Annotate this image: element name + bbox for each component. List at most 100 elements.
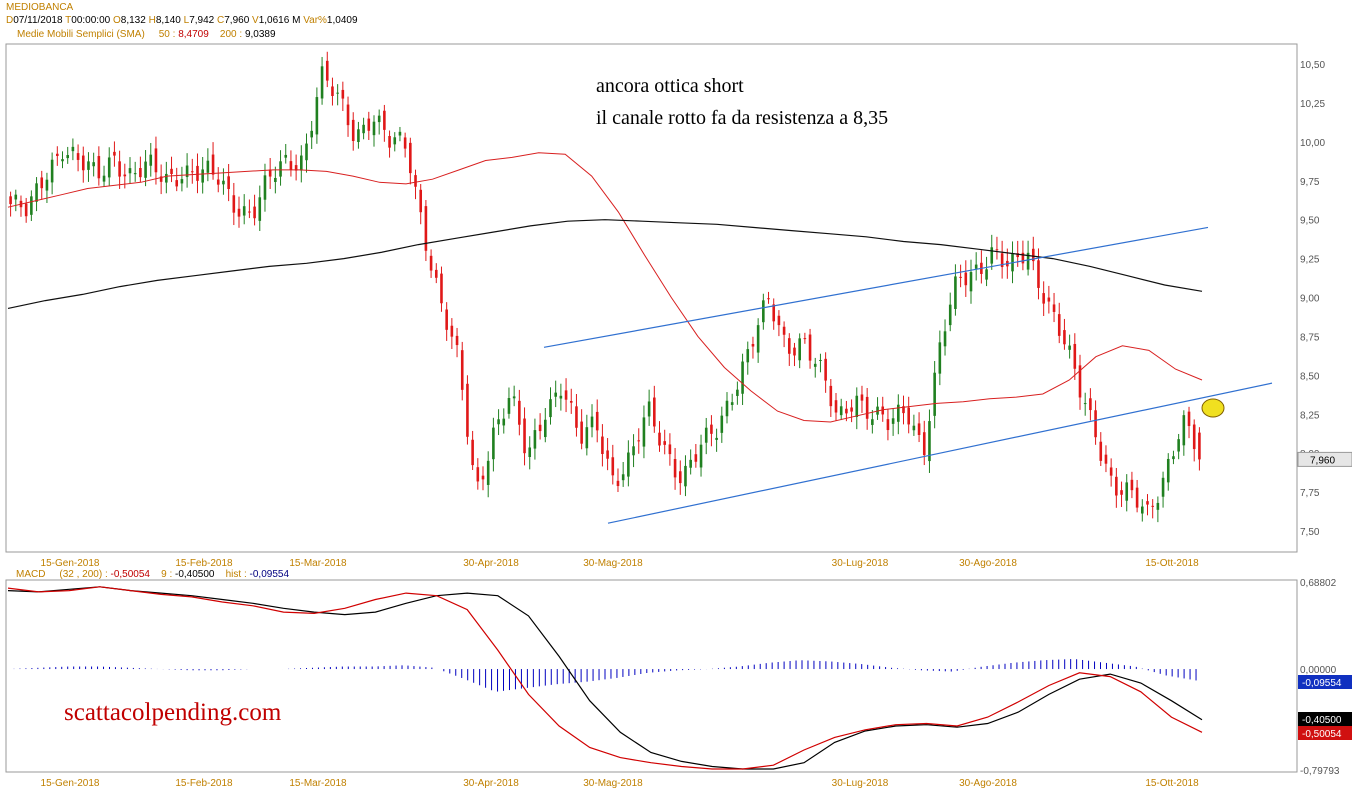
high-key: H (148, 15, 156, 26)
candle-body (1052, 304, 1056, 312)
last-price-label: 7,960 (1310, 455, 1335, 466)
candle-body (590, 416, 594, 428)
candle-body (715, 437, 718, 440)
candle-body (621, 474, 625, 481)
candle-body (829, 385, 833, 407)
candle-body (1156, 502, 1160, 510)
x-tick-label: 15-Feb-2018 (175, 558, 233, 569)
candle-body (653, 397, 656, 427)
candle-body (1115, 476, 1118, 496)
price-tick-label: 10,25 (1300, 99, 1325, 110)
candle-body (165, 173, 168, 183)
sma-readout: Medie Mobili Semplici (SMA) 50 : 8,4709 … (6, 29, 276, 40)
candles (9, 51, 1201, 523)
candle-body (668, 444, 672, 455)
candle-body (787, 338, 791, 354)
candle-body (434, 269, 438, 278)
annotation-line-1: ancora ottica short (596, 75, 744, 97)
candle-body (497, 419, 500, 425)
price-tick-label: 8,25 (1300, 410, 1320, 421)
candle-body (362, 124, 365, 134)
macd-label: MACD (16, 569, 46, 580)
candle-body (76, 153, 80, 160)
candle-body (710, 424, 713, 434)
candle-body (601, 436, 604, 455)
time-key: T (65, 15, 72, 26)
candle-body (1146, 501, 1149, 505)
candle-body (564, 390, 568, 400)
volume-value: 1,0616 M (258, 15, 301, 26)
candle-body (1166, 458, 1170, 483)
candle-body (860, 394, 864, 401)
open-value: 8,132 (120, 15, 146, 26)
sma200-line (7, 219, 1203, 309)
candle-body (1187, 411, 1191, 427)
candle-body (133, 173, 137, 175)
price-tick-label: 10,50 (1300, 60, 1325, 71)
candle-body (917, 423, 921, 436)
candle-body (113, 151, 116, 156)
candle-body (30, 196, 33, 215)
candle-body (839, 406, 843, 416)
candle-body (1016, 253, 1020, 258)
candle-body (1182, 415, 1186, 446)
candle-body (798, 338, 801, 361)
candle-body (383, 110, 386, 130)
candle-body (419, 189, 423, 213)
candle-body (102, 175, 106, 182)
candle-body (637, 440, 641, 442)
candle-body (730, 402, 734, 405)
candle-body (523, 418, 526, 454)
chart-title: MEDIOBANCA (6, 2, 74, 13)
low-value: 7,942 (189, 15, 215, 26)
candle-body (87, 161, 90, 170)
hist-value-label-box (1298, 675, 1352, 689)
candle-body (1198, 432, 1201, 460)
candle-body (632, 446, 635, 456)
candle-body (196, 165, 199, 181)
candle-body (476, 467, 480, 482)
candle-body (118, 161, 121, 177)
candle-body (518, 400, 521, 425)
candle-body (216, 179, 220, 185)
x-tick-label: 30-Mag-2018 (583, 558, 643, 569)
candle-body (274, 177, 277, 182)
candle-body (736, 389, 739, 396)
signal-key: 9 : (161, 569, 173, 580)
sma200-value: 9,0389 (244, 29, 276, 40)
candle-body (1120, 490, 1123, 495)
close-key: C (217, 15, 225, 26)
candle-body (1130, 479, 1134, 491)
candle-body (1125, 482, 1129, 501)
candle-body (1073, 343, 1077, 369)
candle-body (222, 180, 225, 185)
x-tick-label: 15-Feb-2018 (175, 778, 233, 789)
x-tick-label: 30-Ago-2018 (959, 778, 1017, 789)
sma50-value: 8,4709 (178, 29, 209, 40)
candle-body (595, 411, 599, 431)
candle-body (808, 334, 812, 361)
signal-value: -0,40500 (175, 569, 215, 580)
price-tick-label: 8,75 (1300, 332, 1320, 343)
candle-body (346, 104, 350, 126)
candle-body (663, 441, 666, 445)
candle-body (512, 396, 516, 399)
hist-value: -0,09554 (249, 569, 290, 580)
sma-label: Medie Mobili Semplici (SMA) (17, 29, 145, 40)
candle-body (1099, 441, 1103, 461)
candle-body (424, 206, 428, 251)
candle-body (554, 392, 557, 397)
candle-body (429, 255, 433, 271)
sma200-key: 200 : (219, 29, 243, 40)
signal-value-label: -0,40500 (1302, 715, 1342, 726)
price-tick-label: 9,75 (1300, 177, 1320, 188)
candle-body (824, 358, 827, 381)
candle-body (990, 247, 994, 264)
candle-body (891, 418, 895, 424)
candle-body (175, 180, 179, 187)
macd-readout: MACD (32 , 200) : -0,50054 9 : -0,40500 … (16, 569, 289, 580)
candle-body (673, 459, 677, 478)
candle-body (964, 272, 968, 286)
candle-body (647, 401, 651, 417)
